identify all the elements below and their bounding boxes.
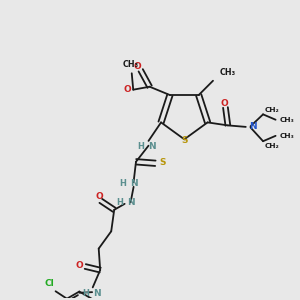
Text: CH₃: CH₃	[220, 68, 236, 77]
Text: N: N	[249, 122, 256, 131]
Text: N: N	[93, 289, 101, 298]
Text: N: N	[148, 142, 155, 152]
Text: H: H	[119, 179, 126, 188]
Text: O: O	[220, 98, 228, 107]
Text: O: O	[76, 261, 83, 270]
Text: H: H	[82, 289, 89, 298]
Text: H: H	[137, 142, 144, 152]
Text: Cl: Cl	[45, 279, 54, 288]
Text: H: H	[116, 199, 123, 208]
Text: CH₃: CH₃	[279, 133, 294, 139]
Text: CH₃: CH₃	[123, 59, 139, 68]
Text: CH₃: CH₃	[279, 117, 294, 123]
Text: O: O	[133, 61, 141, 70]
Text: O: O	[95, 192, 103, 201]
Text: O: O	[123, 85, 131, 94]
Text: N: N	[130, 179, 138, 188]
Text: CH₂: CH₂	[265, 143, 279, 149]
Text: S: S	[159, 158, 166, 167]
Text: S: S	[182, 136, 188, 145]
Text: N: N	[127, 199, 135, 208]
Text: CH₂: CH₂	[265, 107, 279, 113]
